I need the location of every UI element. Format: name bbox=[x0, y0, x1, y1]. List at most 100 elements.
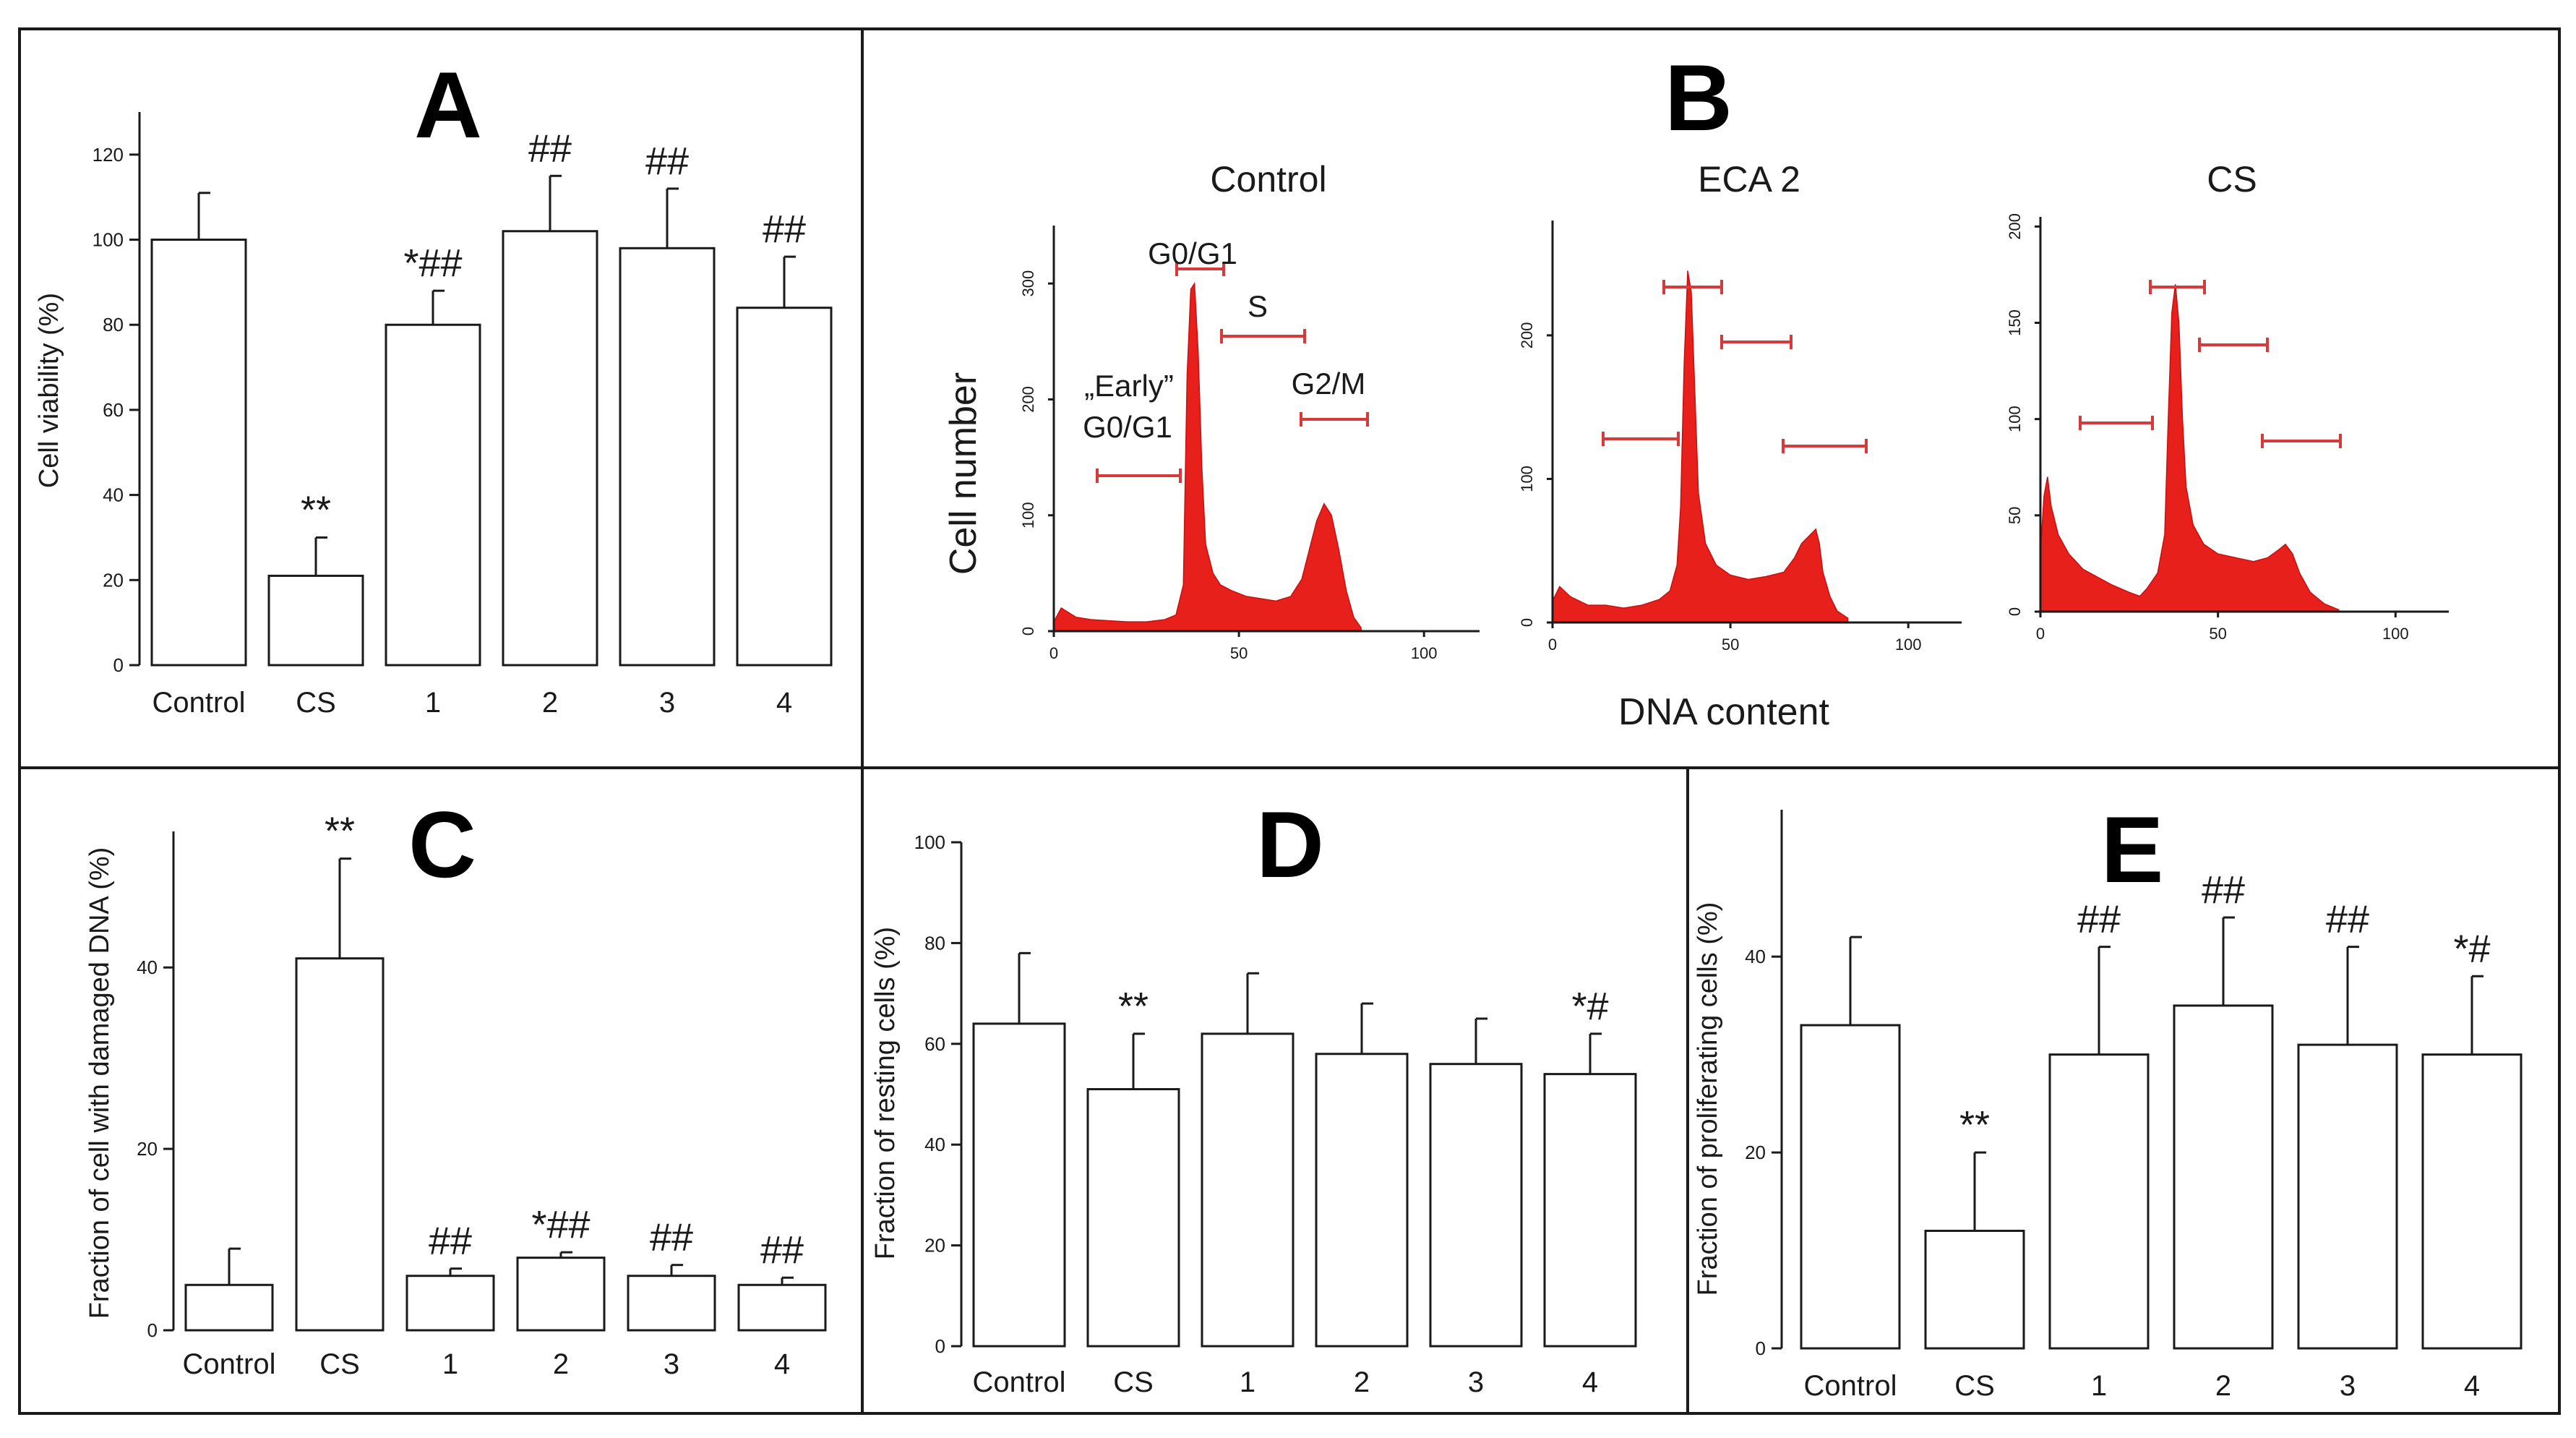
y-tick-label: 200 bbox=[1518, 322, 1536, 348]
histogram-x-axis-label: DNA content bbox=[1618, 691, 1829, 733]
histogram-title: Control bbox=[1210, 159, 1326, 200]
category-label: 1 bbox=[425, 687, 441, 719]
y-tick-label: 150 bbox=[2006, 309, 2024, 336]
bar-1 bbox=[1201, 1032, 1295, 1348]
significance-marker: ## bbox=[2077, 898, 2121, 941]
histogram-control: Control 0 50 100 0 100 200 300 G0/G1 S G2/M „Early”… bbox=[1019, 159, 1480, 662]
gate-label: G0/G1 bbox=[1083, 410, 1172, 444]
histogram-area bbox=[1053, 281, 1362, 632]
bar-2 bbox=[502, 230, 598, 667]
category-label: 3 bbox=[1468, 1366, 1484, 1398]
histogram-area bbox=[1552, 270, 1849, 623]
category-label: 4 bbox=[776, 687, 792, 719]
panel-letter-d: D bbox=[1256, 792, 1324, 897]
resting-cells-chart: 0 20 40 60 80 100 Fraction of resting cells (%… bbox=[870, 831, 1637, 1398]
x-tick-label: 0 bbox=[1548, 635, 1557, 654]
significance-marker: ## bbox=[645, 140, 689, 183]
panel-letter-b: B bbox=[1665, 45, 1733, 150]
bar-2 bbox=[1315, 1053, 1409, 1348]
bar-4 bbox=[736, 307, 833, 667]
proliferating-cells-chart: 0 20 40 Fraction of proliferating cells (%)… bbox=[1693, 810, 2523, 1402]
category-label: 2 bbox=[2215, 1370, 2231, 1402]
y-tick-label: 20 bbox=[103, 569, 124, 591]
bar-4 bbox=[1543, 1073, 1637, 1348]
y-tick-label: 20 bbox=[924, 1235, 945, 1257]
panel-e-frame bbox=[1686, 766, 2561, 1415]
y-tick-label: 100 bbox=[1518, 466, 1536, 492]
bar-3 bbox=[627, 1275, 716, 1332]
histogram-title: ECA 2 bbox=[1698, 159, 1800, 200]
significance-marker: *## bbox=[531, 1203, 590, 1246]
significance-marker: ** bbox=[301, 488, 331, 531]
x-tick-label: 50 bbox=[1722, 635, 1739, 654]
y-tick-label: 100 bbox=[93, 229, 124, 251]
y-tick-label: 40 bbox=[137, 956, 158, 978]
bar-2 bbox=[2173, 1004, 2274, 1350]
y-tick-label: 0 bbox=[1019, 627, 1037, 635]
gate-label: „Early” bbox=[1084, 369, 1174, 403]
bar-3 bbox=[1429, 1063, 1523, 1348]
y-tick-label: 0 bbox=[1756, 1338, 1766, 1359]
y-tick-label: 20 bbox=[1745, 1142, 1766, 1163]
y-tick-label: 60 bbox=[103, 399, 124, 421]
significance-marker: ## bbox=[528, 127, 572, 170]
x-tick-label: 50 bbox=[2209, 625, 2226, 643]
category-label: 3 bbox=[664, 1348, 679, 1380]
bar-cs bbox=[1086, 1088, 1180, 1348]
bar-3 bbox=[619, 247, 716, 667]
category-label: 1 bbox=[1240, 1366, 1255, 1398]
y-tick-label: 0 bbox=[2006, 607, 2024, 616]
bar-control bbox=[184, 1283, 274, 1332]
panel-letter-e: E bbox=[2101, 797, 2164, 902]
significance-marker: ## bbox=[760, 1228, 804, 1272]
x-tick-label: 100 bbox=[2382, 625, 2409, 643]
bar-3 bbox=[2297, 1043, 2398, 1350]
x-tick-label: 100 bbox=[1895, 635, 1922, 654]
significance-marker: ** bbox=[1959, 1103, 1990, 1147]
significance-marker: ## bbox=[2202, 868, 2245, 912]
y-tick-label: 0 bbox=[935, 1335, 945, 1357]
gate-label: G0/G1 bbox=[1148, 236, 1237, 270]
category-label: 3 bbox=[2340, 1370, 2356, 1402]
bar-cs bbox=[1924, 1229, 2025, 1350]
y-tick-label: 20 bbox=[137, 1138, 158, 1160]
category-label: Control bbox=[973, 1366, 1066, 1398]
damaged-dna-chart: 0 20 40 Fraction of cell with damaged DNA (… bbox=[85, 810, 827, 1380]
significance-marker: *# bbox=[2453, 927, 2490, 970]
bar-4 bbox=[737, 1283, 827, 1332]
significance-marker: ## bbox=[429, 1220, 472, 1263]
x-tick-label: 50 bbox=[1230, 644, 1248, 662]
y-tick-label: 100 bbox=[2006, 406, 2024, 432]
y-tick-label: 80 bbox=[924, 932, 945, 954]
category-label: CS bbox=[296, 687, 336, 719]
bar-cs bbox=[295, 957, 385, 1332]
category-label: CS bbox=[319, 1348, 360, 1380]
y-tick-label: 0 bbox=[113, 654, 124, 676]
x-tick-label: 0 bbox=[1049, 644, 1058, 662]
bar-4 bbox=[2421, 1053, 2523, 1350]
category-label: 4 bbox=[2464, 1370, 2480, 1402]
category-label: CS bbox=[1113, 1366, 1154, 1398]
y-axis-label: Fraction of proliferating cells (%) bbox=[1693, 902, 1723, 1296]
significance-marker: ** bbox=[1118, 985, 1149, 1028]
gate-label: S bbox=[1248, 289, 1268, 323]
y-tick-label: 40 bbox=[1745, 946, 1766, 967]
panel-letter-c: C bbox=[408, 792, 476, 897]
bar-control bbox=[1800, 1024, 1901, 1350]
y-tick-label: 120 bbox=[93, 144, 124, 166]
y-tick-label: 80 bbox=[103, 314, 124, 335]
significance-marker: ## bbox=[2326, 898, 2369, 941]
significance-marker: ## bbox=[650, 1216, 693, 1259]
cell-viability-chart: 0 20 40 60 80 100 120 Cell viability (%) Control… bbox=[34, 112, 833, 719]
y-tick-label: 300 bbox=[1019, 270, 1037, 297]
y-tick-label: 200 bbox=[1019, 386, 1037, 413]
y-axis-label: Cell viability (%) bbox=[34, 293, 64, 488]
y-tick-label: 200 bbox=[2006, 213, 2024, 240]
significance-marker: ** bbox=[325, 810, 355, 853]
histogram-cs: CS 0 50 100 0 50 100 150 200 bbox=[2006, 159, 2449, 643]
category-label: 3 bbox=[659, 687, 675, 719]
y-tick-label: 40 bbox=[924, 1134, 945, 1155]
bar-control bbox=[972, 1022, 1066, 1348]
category-label: Control bbox=[183, 1348, 276, 1380]
